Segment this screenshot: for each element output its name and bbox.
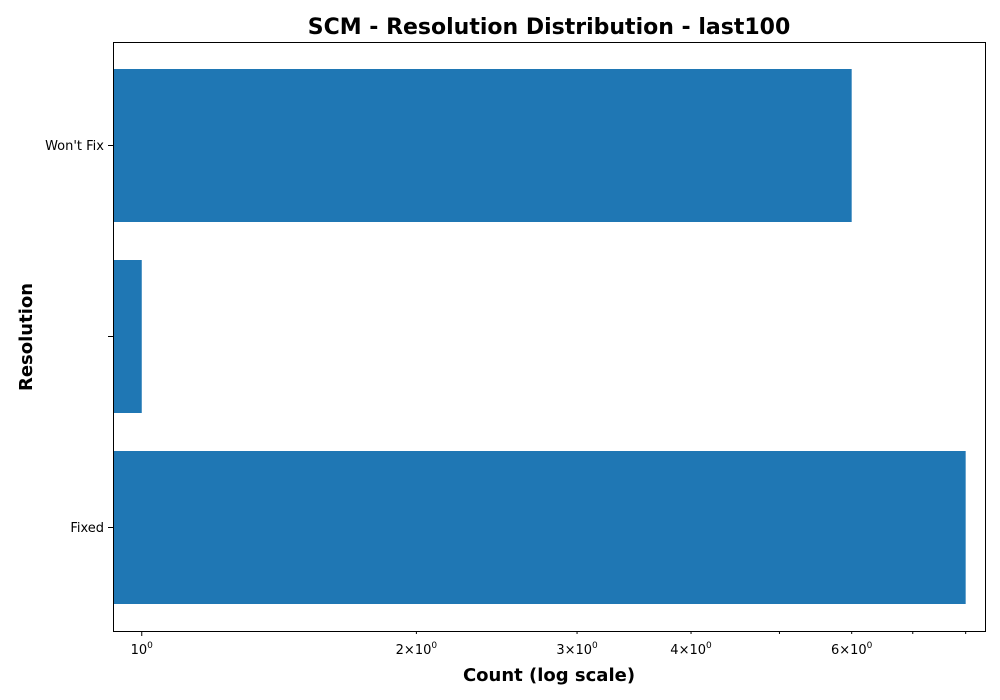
x-tick-label-minor-1: 3×100 [556, 641, 598, 658]
bar-0 [113, 451, 966, 604]
x-tick-label-major-0: 100 [131, 641, 154, 658]
x-axis-label: Count (log scale) [463, 665, 635, 686]
bar-1 [113, 260, 142, 413]
bars-group [113, 69, 966, 604]
y-tick-label-2: Won't Fix [45, 139, 104, 154]
x-axis-ticks: 100 2×100 3×100 4×100 6×100 [131, 631, 967, 658]
bar-2 [113, 69, 852, 222]
x-tick-label-minor-2: 4×100 [670, 641, 712, 658]
x-tick-label-minor-0: 2×100 [396, 641, 438, 658]
y-axis-ticks: Fixed Won't Fix [45, 139, 113, 536]
y-tick-label-0: Fixed [70, 521, 104, 536]
y-axis-label: Resolution [16, 283, 37, 391]
x-tick-label-minor-4: 6×100 [831, 641, 873, 658]
chart-title: SCM - Resolution Distribution - last100 [308, 15, 791, 40]
plot-area-frame [113, 42, 986, 632]
